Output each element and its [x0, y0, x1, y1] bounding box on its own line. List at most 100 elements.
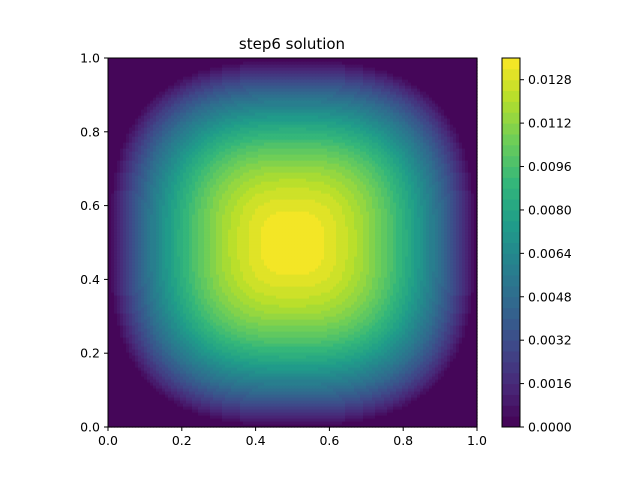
contour-cell [420, 379, 424, 383]
contour-cell [417, 388, 421, 392]
contour-cell [462, 424, 466, 428]
contour-cell [249, 355, 253, 359]
contour-cell [282, 319, 286, 323]
contour-cell [168, 379, 172, 383]
contour-cell [435, 334, 439, 338]
contour-cell [375, 421, 379, 425]
contour-cell [432, 376, 436, 380]
contour-cell [267, 355, 271, 359]
contour-cell [153, 385, 157, 389]
contour-cell [279, 376, 283, 380]
contour-cell [300, 352, 304, 356]
contour-cell [285, 349, 289, 353]
contour-cell [120, 307, 124, 311]
contour-cell [387, 424, 391, 428]
contour-cell [264, 391, 268, 395]
contour-cell [294, 364, 298, 368]
contour-cell [423, 355, 427, 359]
contour-cell [186, 319, 190, 323]
contour-cell [207, 400, 211, 404]
contour-cell [417, 325, 421, 329]
contour-cell [456, 334, 460, 338]
contour-cell [456, 403, 460, 407]
contour-cell [243, 370, 247, 374]
contour-cell [435, 352, 439, 356]
contour-cell [111, 412, 115, 416]
contour-cell [252, 364, 256, 368]
contour-cell [171, 409, 175, 413]
contour-cell [462, 319, 466, 323]
contour-cell [456, 406, 460, 410]
contour-cell [192, 352, 196, 356]
contour-cell [372, 418, 376, 422]
contour-cell [402, 379, 406, 383]
contour-cell [324, 349, 328, 353]
contour-cell [330, 352, 334, 356]
contour-cell [366, 385, 370, 389]
contour-cell [297, 304, 301, 308]
contour-cell [357, 367, 361, 371]
contour-cell [312, 319, 316, 323]
contour-cell [162, 352, 166, 356]
contour-cell [111, 328, 115, 332]
contour-cell [111, 367, 115, 371]
contour-cell [255, 325, 259, 329]
contour-cell [447, 310, 451, 314]
contour-cell [261, 361, 265, 365]
contour-cell [453, 313, 457, 317]
contour-cell [123, 424, 127, 428]
contour-cell [189, 418, 193, 422]
contour-cell [288, 385, 292, 389]
contour-cell [288, 316, 292, 320]
contour-cell [348, 400, 352, 404]
contour-cell [126, 343, 130, 347]
contour-cell [345, 322, 349, 326]
contour-cell [387, 397, 391, 401]
contour-cell [438, 340, 442, 344]
contour-cell [357, 307, 361, 311]
contour-cell [402, 415, 406, 419]
contour-cell [228, 391, 232, 395]
contour-cell [192, 307, 196, 311]
contour-cell [258, 370, 262, 374]
contour-cell [318, 310, 322, 314]
contour-cell [237, 370, 241, 374]
contour-cell [183, 355, 187, 359]
contour-cell [306, 421, 310, 425]
contour-cell [444, 343, 448, 347]
contour-cell [228, 382, 232, 386]
contour-cell [465, 367, 469, 371]
contour-cell [333, 415, 337, 419]
contour-cell [453, 382, 457, 386]
contour-cell [339, 346, 343, 350]
contour-cell [108, 337, 112, 341]
contour-cell [228, 367, 232, 371]
contour-cell [405, 370, 409, 374]
contour-cell [351, 343, 355, 347]
contour-cell [471, 358, 475, 362]
contour-cell [450, 352, 454, 356]
contour-cell [414, 391, 418, 395]
contour-cell [354, 322, 358, 326]
contour-cell [147, 322, 151, 326]
contour-cell [429, 322, 433, 326]
contour-cell [360, 418, 364, 422]
contour-cell [465, 409, 469, 413]
contour-cell [255, 355, 259, 359]
contour-cell [111, 307, 115, 311]
contour-cell [390, 385, 394, 389]
contour-cell [345, 346, 349, 350]
contour-cell [387, 340, 391, 344]
contour-cell [210, 322, 214, 326]
contour-cell [267, 319, 271, 323]
contour-cell [453, 361, 457, 365]
contour-cell [231, 361, 235, 365]
contour-cell [354, 406, 358, 410]
contour-cell [120, 334, 124, 338]
contour-cell [468, 346, 472, 350]
contour-cell [201, 331, 205, 335]
contour-cell [399, 382, 403, 386]
contour-cell [294, 310, 298, 314]
contour-cell [393, 334, 397, 338]
contour-cell [159, 406, 163, 410]
